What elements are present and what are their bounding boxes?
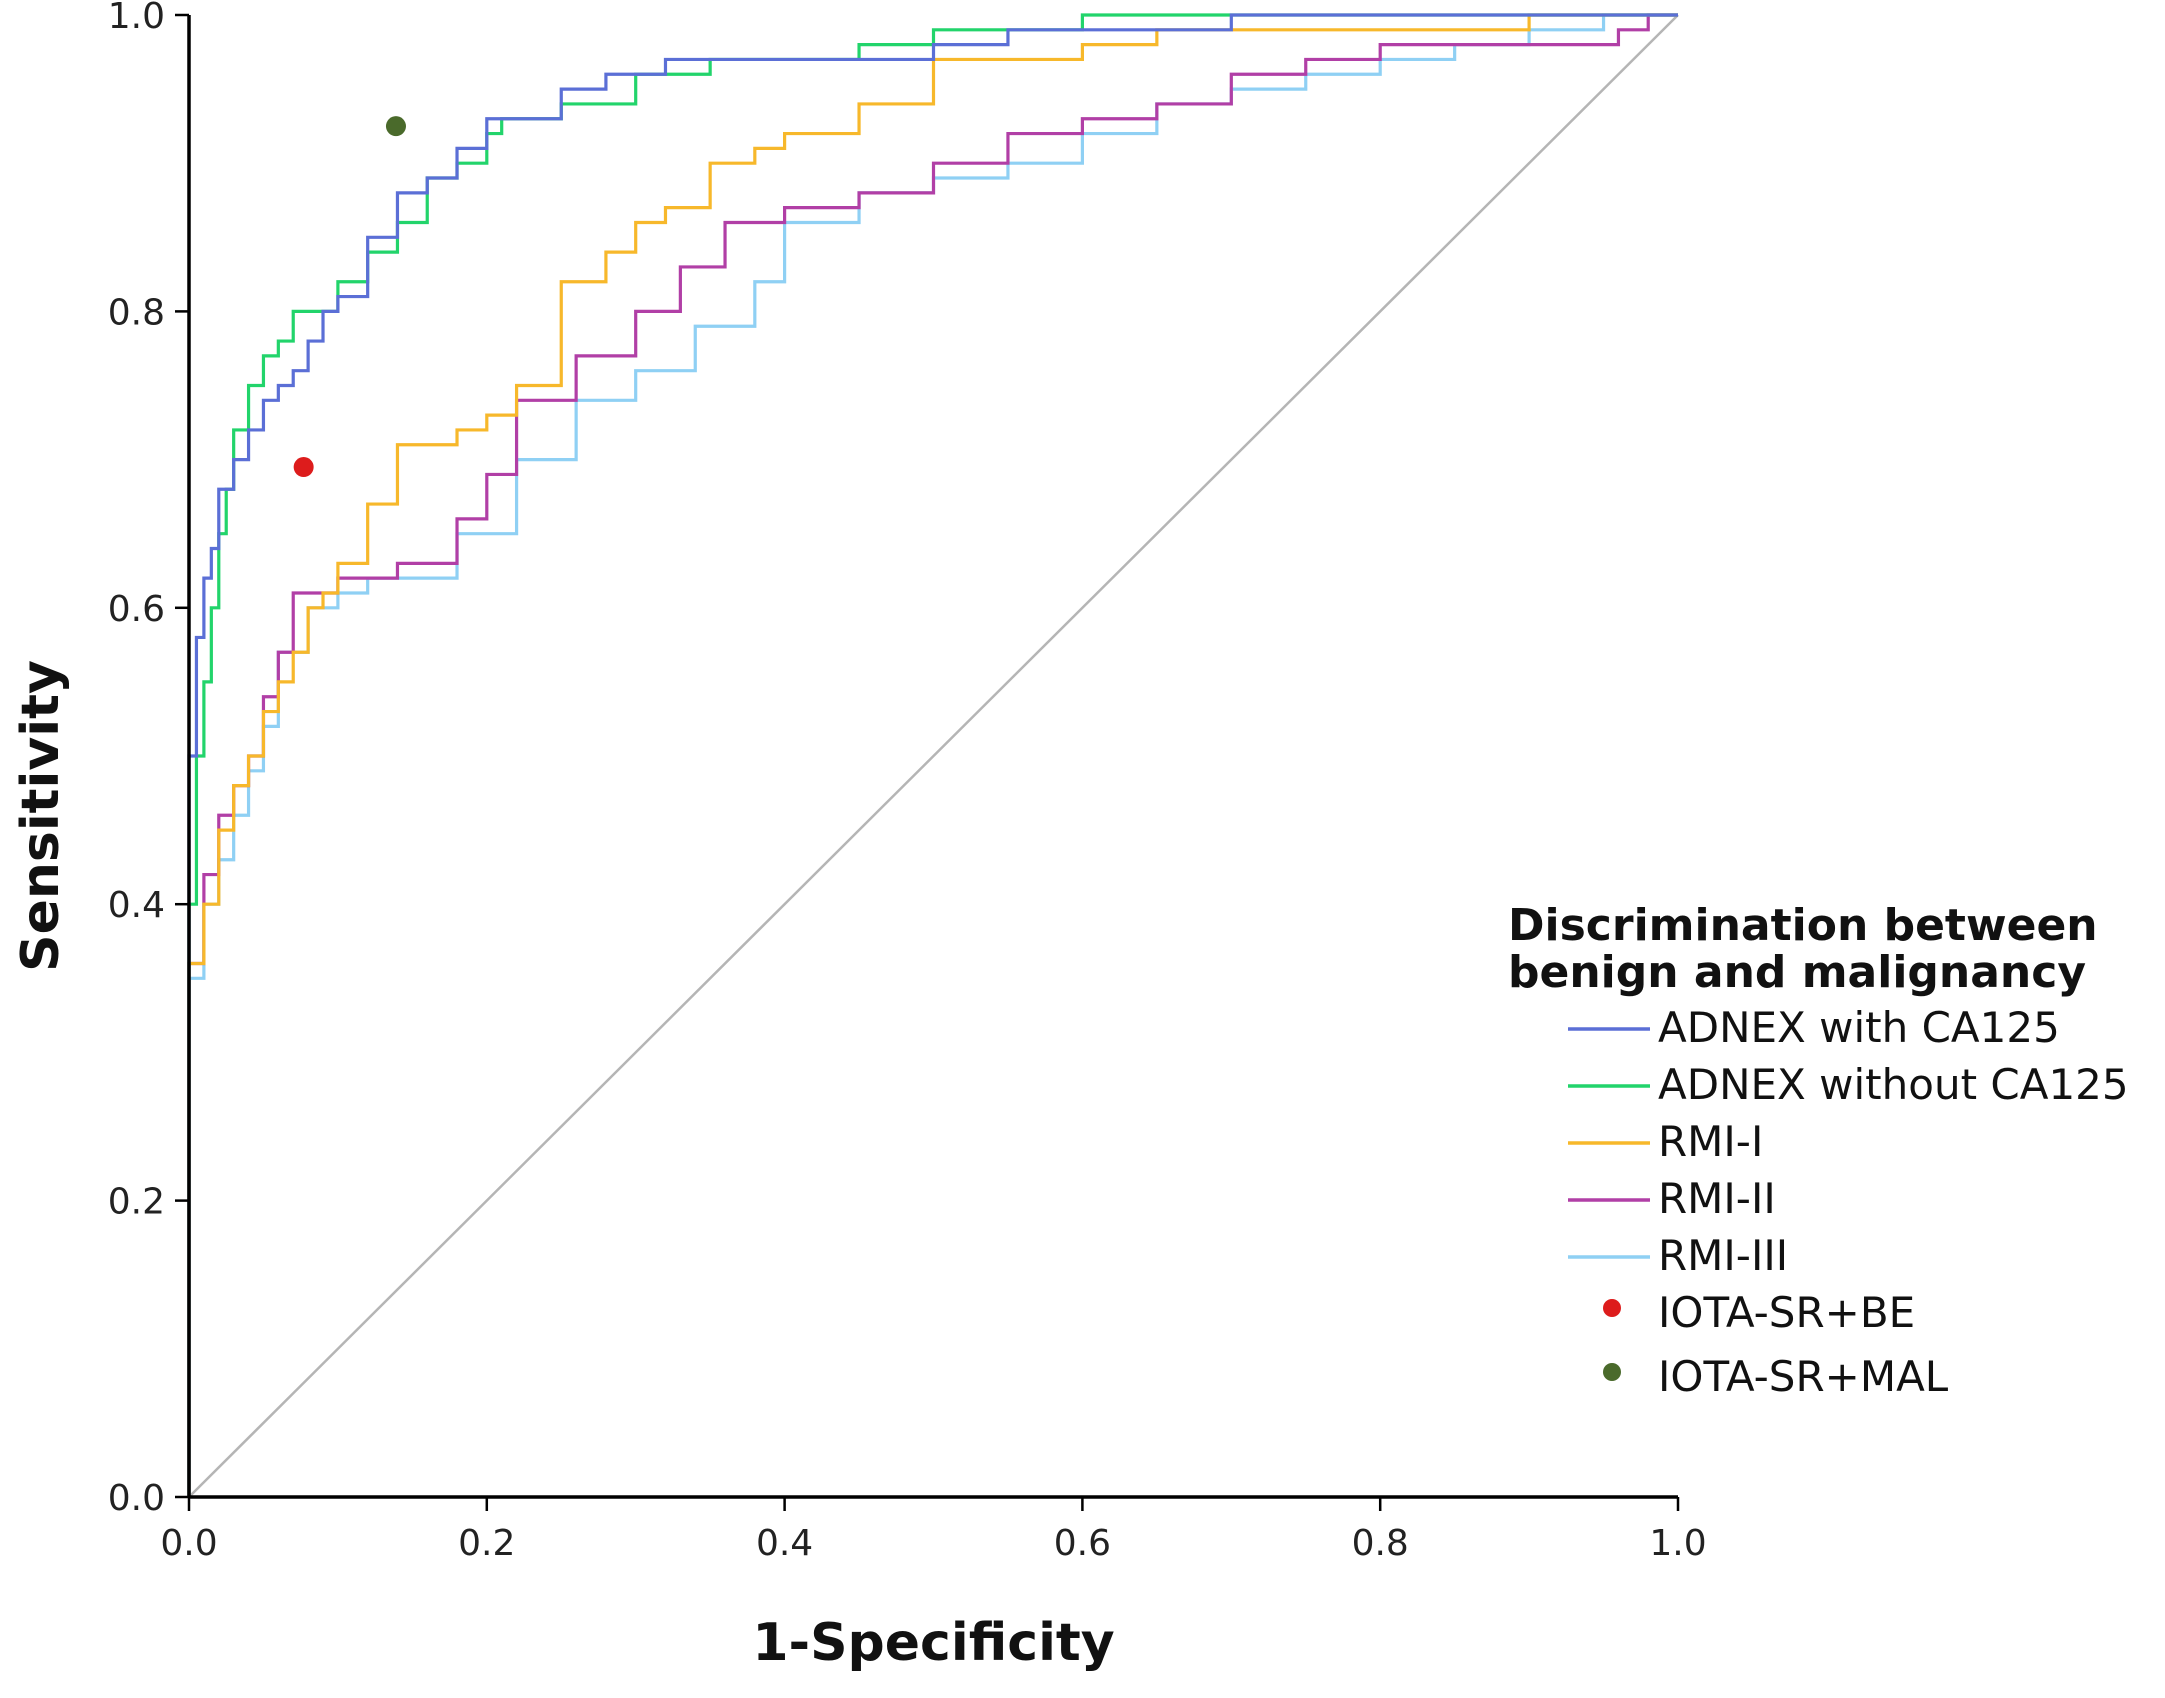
y-tick-label: 0.8 bbox=[108, 292, 165, 333]
y-tick-label: 0.2 bbox=[108, 1182, 165, 1223]
x-tick-label: 0.4 bbox=[756, 1523, 813, 1564]
legend-title: Discrimination between bbox=[1508, 900, 2098, 951]
legend-label-rmi-ii: RMI-II bbox=[1658, 1174, 1776, 1223]
y-tick-label: 0.6 bbox=[108, 589, 165, 630]
legend-marker-iota-sr-mal bbox=[1603, 1363, 1621, 1381]
legend-title: benign and malignancy bbox=[1508, 947, 2086, 998]
x-axis-title: 1-Specificity bbox=[752, 1613, 1114, 1673]
point-iota-sr-be bbox=[293, 457, 314, 478]
x-tick-label: 0.8 bbox=[1352, 1523, 1409, 1564]
legend-label-rmi-iii: RMI-III bbox=[1658, 1231, 1788, 1280]
series-line-rmi-i bbox=[187, 13, 1678, 1497]
y-tick-label: 1.0 bbox=[108, 0, 165, 37]
legend-label-adnex-without-ca125: ADNEX without CA125 bbox=[1658, 1060, 2129, 1109]
legend-marker-iota-sr-be bbox=[1603, 1299, 1621, 1317]
y-tick-label: 0.4 bbox=[108, 885, 165, 926]
legend-label-iota-sr-mal: IOTA-SR+MAL bbox=[1658, 1352, 1949, 1401]
axes: 0.0 0.2 0.4 0.6 0.8 1.0 0.0 0.2 0.4 0.6 0.8 1.0 1-Sp… bbox=[11, 0, 1707, 1673]
legend-label-iota-sr-be: IOTA-SR+BE bbox=[1658, 1288, 1915, 1337]
series-line-adnex-with-ca125 bbox=[187, 13, 1678, 1497]
x-tick-label: 0.0 bbox=[160, 1523, 217, 1564]
reference-diagonal-line bbox=[188, 14, 1679, 1498]
y-tick-label: 0.0 bbox=[108, 1478, 165, 1519]
legend-label-adnex-with-ca125: ADNEX with CA125 bbox=[1658, 1003, 2060, 1052]
x-tick-label: 0.2 bbox=[458, 1523, 515, 1564]
point-iota-sr-mal bbox=[385, 116, 406, 137]
series-layer bbox=[187, 13, 1679, 1498]
x-tick-label: 1.0 bbox=[1649, 1523, 1706, 1564]
x-tick-label: 0.6 bbox=[1054, 1523, 1111, 1564]
y-axis-title: Sensitivity bbox=[11, 660, 71, 972]
legend-label-rmi-i: RMI-I bbox=[1658, 1117, 1763, 1166]
